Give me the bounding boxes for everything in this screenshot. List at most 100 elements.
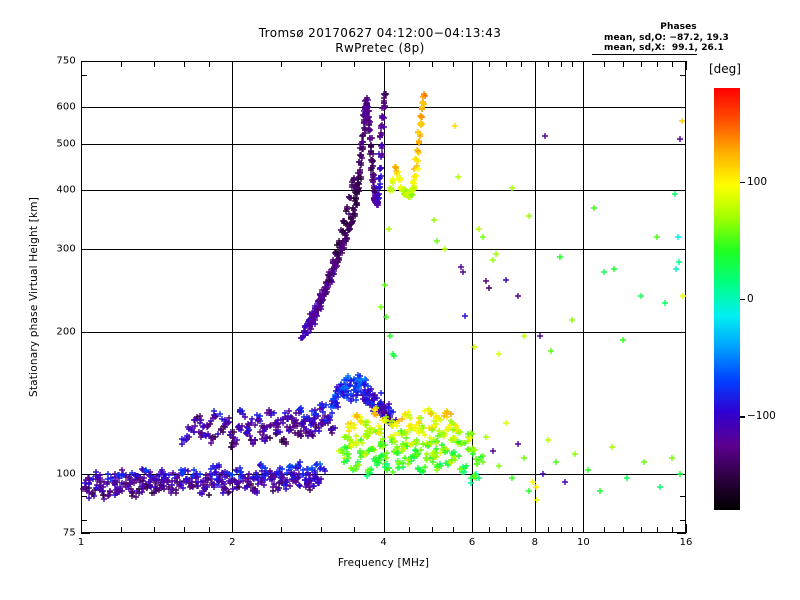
scatter-marker: [326, 269, 333, 276]
axis-tick: [680, 519, 686, 521]
gridline-vertical: [534, 61, 536, 533]
axis-tick: [81, 474, 90, 475]
scatter-marker: [401, 410, 408, 417]
axis-tick: [583, 524, 585, 533]
scatter-marker: [249, 475, 256, 482]
x-axis-title-text: Frequency [MHz]: [337, 557, 430, 569]
axis-tick: [583, 61, 585, 70]
axis-tick: [81, 533, 90, 534]
axis-tick: [656, 527, 658, 533]
scatter-marker: [233, 467, 240, 474]
scatter-marker: [391, 352, 398, 359]
scatter-marker: [547, 348, 554, 355]
scatter-marker: [323, 290, 330, 297]
scatter-marker: [238, 475, 245, 482]
x-axis-tick-label: 1: [77, 537, 85, 548]
scatter-marker: [381, 115, 388, 121]
axis-tick: [520, 61, 522, 67]
scatter-marker: [119, 473, 126, 480]
axis-tick: [489, 527, 491, 533]
scatter-marker: [514, 293, 521, 300]
scatter-marker: [231, 477, 238, 484]
scatter-marker: [520, 333, 527, 340]
axis-tick: [81, 144, 90, 146]
axis-tick: [623, 527, 625, 533]
scatter-marker: [315, 306, 322, 313]
scatter-marker: [237, 407, 244, 414]
scatter-marker: [454, 173, 461, 180]
axis-tick: [120, 527, 122, 533]
scatter-marker: [224, 473, 231, 480]
scatter-marker: [105, 491, 112, 498]
scatter-marker: [196, 470, 203, 477]
scatter-marker: [228, 471, 235, 478]
axis-tick: [677, 248, 686, 250]
scatter-marker: [209, 414, 216, 421]
scatter-marker: [623, 475, 630, 482]
y-axis-title: Stationary phase Virtual Height [km]: [26, 61, 42, 533]
scatter-marker: [85, 494, 92, 501]
scatter-marker: [340, 218, 347, 225]
axis-tick: [81, 495, 87, 497]
axis-tick: [548, 61, 549, 67]
axis-tick: [320, 61, 322, 67]
scatter-marker: [637, 293, 644, 300]
scatter-marker: [591, 205, 598, 212]
scatter-marker: [119, 487, 125, 494]
scatter-marker: [89, 491, 96, 498]
scatter-marker: [184, 475, 191, 482]
scatter-marker: [526, 213, 533, 220]
axis-tick: [534, 61, 536, 70]
axis-tick: [232, 61, 234, 70]
y-axis-tick-label: 600: [56, 101, 76, 113]
gridline-horizontal: [81, 144, 686, 146]
scatter-marker: [186, 426, 193, 433]
axis-tick: [209, 61, 211, 67]
x-axis-tick-label: 10: [577, 537, 590, 548]
scatter-marker: [653, 233, 660, 240]
scatter-marker: [278, 439, 285, 446]
scatter-marker: [364, 472, 371, 479]
x-axis-tick-label: 16: [679, 537, 693, 548]
stats-underline: [592, 54, 697, 56]
gridline-horizontal: [81, 331, 686, 333]
scatter-marker: [190, 472, 197, 479]
axis-tick: [505, 61, 507, 67]
axis-tick: [409, 61, 411, 67]
scatter-marker: [376, 165, 383, 172]
scatter-marker: [610, 265, 617, 272]
plot-title-line1: Tromsø 20170627 04:12:00−04:13:43: [258, 26, 502, 40]
scatter-marker: [457, 466, 464, 473]
scatter-marker: [377, 132, 384, 139]
scatter-marker: [477, 454, 484, 461]
scatter-marker: [145, 478, 152, 485]
scatter-marker: [244, 477, 251, 484]
scatter-marker: [414, 158, 421, 165]
axis-tick: [81, 75, 87, 77]
scatter-marker: [486, 284, 493, 291]
y-axis-tick-label: 200: [56, 326, 76, 338]
scatter-marker: [133, 493, 140, 500]
scatter-marker: [100, 492, 107, 499]
scatter-marker: [661, 300, 668, 307]
scatter-marker: [339, 228, 346, 235]
scatter-marker: [562, 479, 569, 486]
scatter-marker: [178, 466, 185, 473]
axis-tick: [656, 61, 658, 67]
scatter-marker: [99, 488, 106, 495]
scatter-marker: [557, 254, 564, 261]
scatter-marker: [208, 465, 215, 472]
scatter-marker: [193, 475, 200, 482]
phase-stats-header: Phases: [660, 22, 697, 32]
axis-tick: [383, 524, 385, 533]
scatter-marker: [143, 484, 150, 491]
scatter-marker: [502, 276, 509, 283]
scatter-marker: [537, 333, 544, 340]
axis-tick: [560, 527, 562, 533]
gridline-horizontal: [81, 248, 686, 250]
scatter-marker: [414, 166, 421, 173]
axis-tick: [409, 527, 411, 533]
scatter-marker: [496, 462, 503, 469]
scatter-marker: [236, 479, 243, 486]
axis-tick: [677, 106, 686, 108]
